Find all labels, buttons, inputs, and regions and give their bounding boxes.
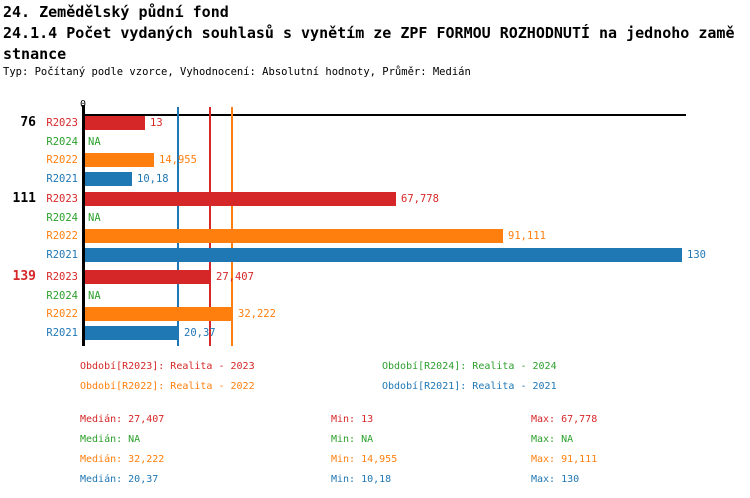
bar-value-label: NA — [88, 212, 101, 224]
bar-value-label: 13 — [150, 117, 163, 129]
chart-title: 24. Zemědělský půdní fond — [3, 3, 229, 21]
series-row-label-r2022: R2022 — [46, 154, 78, 166]
chart-subtitle-line-2: stnance — [3, 45, 67, 63]
stat-r2022-max: Max: 91,111 — [531, 454, 598, 465]
group-label: 76 — [20, 115, 36, 130]
bar-r2023 — [85, 116, 145, 130]
bar-r2022 — [85, 153, 154, 167]
bar-r2022 — [85, 307, 233, 321]
series-row-label-r2024: R2024 — [46, 136, 78, 148]
series-row-label-r2022: R2022 — [46, 230, 78, 242]
bar-value-label: 91,111 — [508, 230, 546, 242]
bar-r2023 — [85, 192, 396, 206]
median-line-r2021 — [177, 107, 179, 346]
bar-value-label: 14,955 — [159, 154, 197, 166]
legend-item-r2024: Období[R2024]: Realita - 2024 — [382, 361, 557, 372]
stat-r2021-max: Max: 130 — [531, 474, 580, 485]
stat-r2024-median: Medián: NA — [80, 434, 141, 445]
series-row-label-r2024: R2024 — [46, 212, 78, 224]
x-axis-zero-label: 0 — [78, 99, 88, 110]
y-axis-line — [82, 105, 85, 346]
bar-value-label: 32,222 — [238, 308, 276, 320]
series-row-label-r2021: R2021 — [46, 173, 78, 185]
series-row-label-r2023: R2023 — [46, 193, 78, 205]
bar-value-label: 130 — [687, 249, 706, 261]
group-label: 139 — [12, 269, 36, 284]
series-row-label-r2023: R2023 — [46, 117, 78, 129]
series-row-label-r2022: R2022 — [46, 308, 78, 320]
stat-r2023-max: Max: 67,778 — [531, 414, 598, 425]
chart-meta: Typ: Počítaný podle vzorce, Vyhodnocení:… — [3, 66, 471, 78]
stat-r2024-min: Min: NA — [331, 434, 374, 445]
bar-r2023 — [85, 270, 211, 284]
stat-r2022-median: Medián: 32,222 — [80, 454, 165, 465]
series-row-label-r2021: R2021 — [46, 327, 78, 339]
stat-r2021-min: Min: 10,18 — [331, 474, 392, 485]
x-axis-line — [82, 114, 686, 116]
series-row-label-r2024: R2024 — [46, 290, 78, 302]
legend-item-r2021: Období[R2021]: Realita - 2021 — [382, 381, 557, 392]
median-line-r2022 — [231, 107, 233, 346]
stat-r2024-max: Max: NA — [531, 434, 574, 445]
bar-value-label: NA — [88, 136, 101, 148]
series-row-label-r2021: R2021 — [46, 249, 78, 261]
legend-item-r2022: Období[R2022]: Realita - 2022 — [80, 381, 255, 392]
series-row-label-r2023: R2023 — [46, 271, 78, 283]
bar-r2021 — [85, 172, 132, 186]
chart-subtitle-line-1: 24.1.4 Počet vydaných souhlasů s vynětím… — [3, 24, 735, 42]
bar-value-label: 20,37 — [184, 327, 216, 339]
bar-r2021 — [85, 326, 179, 340]
bar-value-label: 27,407 — [216, 271, 254, 283]
stat-r2021-median: Medián: 20,37 — [80, 474, 159, 485]
stat-r2022-min: Min: 14,955 — [331, 454, 398, 465]
group-label: 111 — [12, 191, 36, 206]
bar-chart: 0 76 R2023 13 R2024 NA R2022 14,955 R2021 10,18 1… — [0, 95, 750, 355]
bar-value-label: NA — [88, 290, 101, 302]
bar-value-label: 10,18 — [137, 173, 169, 185]
bar-r2022 — [85, 229, 503, 243]
stat-r2023-min: Min: 13 — [331, 414, 374, 425]
stat-r2023-median: Medián: 27,407 — [80, 414, 165, 425]
legend-item-r2023: Období[R2023]: Realita - 2023 — [80, 361, 255, 372]
median-line-r2023 — [209, 107, 211, 346]
bar-value-label: 67,778 — [401, 193, 439, 205]
bar-r2021 — [85, 248, 682, 262]
